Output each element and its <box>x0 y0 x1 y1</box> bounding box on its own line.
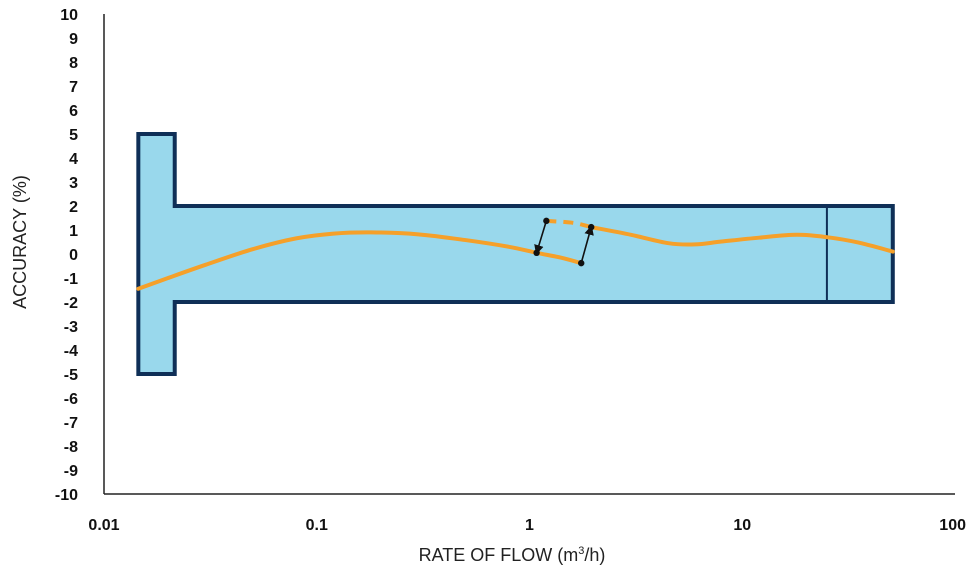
shift-point-start <box>578 259 585 267</box>
y-tick-label: -3 <box>64 319 78 336</box>
y-tick-label: -7 <box>64 415 78 432</box>
x-tick-label: 100 <box>939 517 966 534</box>
y-tick-label: -10 <box>55 487 78 504</box>
y-tick-label: -6 <box>64 391 78 408</box>
y-tick-label: -4 <box>64 343 78 360</box>
x-tick-label: 1 <box>525 517 534 534</box>
x-tick-label: 0.01 <box>88 517 119 534</box>
shift-point-end <box>533 249 540 256</box>
y-tick-label: 1 <box>69 223 78 240</box>
x-tick-label: 0.1 <box>306 517 328 534</box>
y-tick-label: 0 <box>69 247 78 264</box>
shift-point-end <box>588 223 595 231</box>
y-tick-label: -8 <box>64 439 78 456</box>
y-tick-label: -5 <box>64 367 78 384</box>
x-tick-labels: 0.01 0.1 1 10 100 <box>88 517 966 534</box>
shift-markers <box>533 217 595 267</box>
x-axis-label: RATE OF FLOW (m3/h) <box>419 545 606 565</box>
y-tick-label: 8 <box>69 55 78 72</box>
y-tick-label: 2 <box>69 199 78 216</box>
y-tick-label: 3 <box>69 175 78 192</box>
tolerance-envelope-shape <box>136 132 895 376</box>
shift-arrow <box>580 225 594 264</box>
shift-point-start <box>543 217 550 225</box>
tolerance-envelope <box>136 132 895 376</box>
y-tick-label: 5 <box>69 127 78 144</box>
y-tick-label: 4 <box>69 151 78 168</box>
y-tick-label: -1 <box>64 271 78 288</box>
y-tick-label: 10 <box>60 7 78 24</box>
curve-segment-solid <box>589 225 895 254</box>
y-tick-label: -2 <box>64 295 78 312</box>
y-tick-label: -9 <box>64 463 78 480</box>
y-tick-label: 7 <box>69 79 78 96</box>
shift-arrow <box>534 220 548 255</box>
x-axis-label-sup: 3 <box>578 545 584 557</box>
y-axis-label: ACCURACY (%) <box>10 175 30 309</box>
x-axis-label-tail: /h) <box>584 545 605 565</box>
y-tick-label: 9 <box>69 31 78 48</box>
y-tick-label: 6 <box>69 103 78 120</box>
x-axis-label-main: RATE OF FLOW (m <box>419 545 579 565</box>
x-tick-label: 10 <box>733 517 751 534</box>
